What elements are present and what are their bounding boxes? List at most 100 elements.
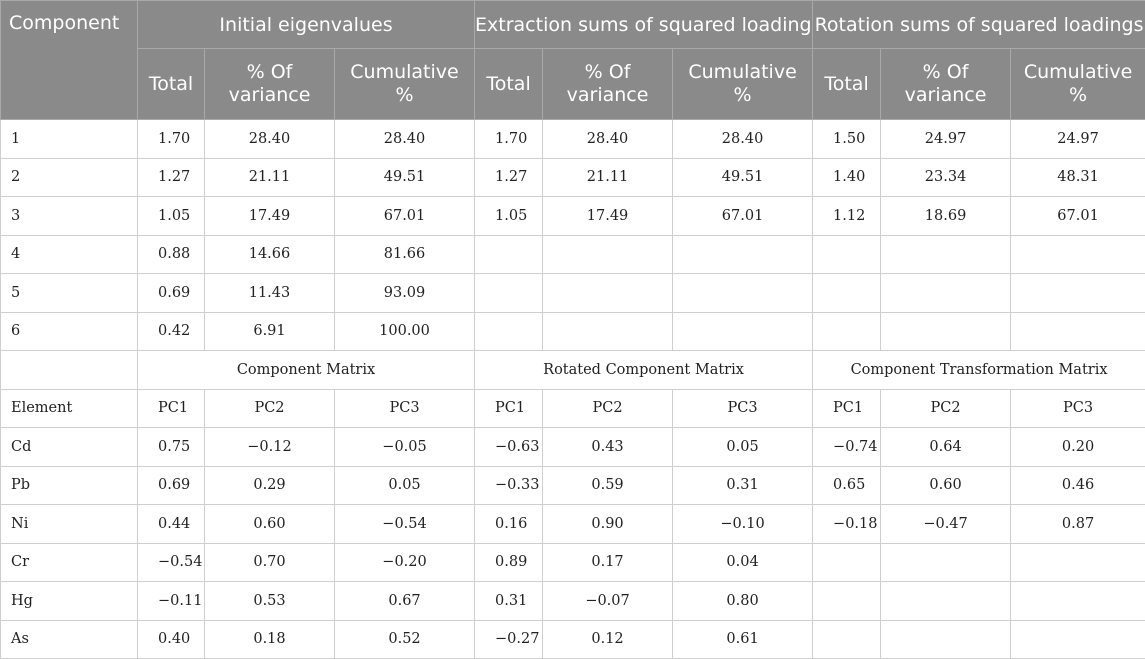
component-number: 5	[1, 274, 138, 313]
component-matrix-title: Component Matrix	[138, 351, 475, 390]
table-cell: −0.11	[138, 582, 205, 621]
table-cell: 1.70	[475, 120, 543, 159]
table-cell: 1.05	[475, 197, 543, 236]
table-cell	[1011, 312, 1145, 351]
table-cell: 0.52	[335, 620, 475, 659]
table-cell: 21.11	[543, 158, 673, 197]
table-cell: 67.01	[1011, 197, 1145, 236]
table-cell: 0.46	[1011, 466, 1145, 505]
table-cell: 0.43	[543, 428, 673, 467]
table-cell: 0.90	[543, 505, 673, 544]
table-cell	[673, 274, 813, 313]
element-name: Pb	[1, 466, 138, 505]
table-cell: 0.53	[205, 582, 335, 621]
table-cell: 0.67	[335, 582, 475, 621]
table-cell: 24.97	[1011, 120, 1145, 159]
element-name: Ni	[1, 505, 138, 544]
table-cell	[543, 274, 673, 313]
initial-eigenvalues-header: Initial eigenvalues	[138, 1, 475, 49]
table-cell: 0.88	[138, 235, 205, 274]
total-header: Total	[138, 49, 205, 120]
table-cell: −0.54	[335, 505, 475, 544]
table-cell: 24.97	[881, 120, 1011, 159]
table-cell: 28.40	[543, 120, 673, 159]
component-header: Component	[1, 1, 138, 120]
table-cell: 0.40	[138, 620, 205, 659]
total-header: Total	[813, 49, 881, 120]
table-cell: 0.31	[475, 582, 543, 621]
cumulative-percent-header: Cumulative %	[673, 49, 813, 120]
table-cell: 100.00	[335, 312, 475, 351]
table-cell: 0.69	[138, 274, 205, 313]
table-cell	[813, 620, 881, 659]
table-cell: 1.12	[813, 197, 881, 236]
table-cell: 0.65	[813, 466, 881, 505]
table-cell: 81.66	[335, 235, 475, 274]
table-cell: 1.40	[813, 158, 881, 197]
table-cell: 0.05	[673, 428, 813, 467]
table-cell: −0.20	[335, 543, 475, 582]
rotated-component-matrix-title: Rotated Component Matrix	[475, 351, 813, 390]
table-cell: 0.05	[335, 466, 475, 505]
pc-header: PC1	[475, 389, 543, 428]
table-cell: −0.54	[138, 543, 205, 582]
table-cell	[881, 620, 1011, 659]
table-cell	[475, 274, 543, 313]
pc-header: PC3	[673, 389, 813, 428]
percent-variance-header: % Of variance	[881, 49, 1011, 120]
pc-header: PC1	[138, 389, 205, 428]
table-cell	[543, 235, 673, 274]
pc-header: PC2	[543, 389, 673, 428]
table-cell	[881, 235, 1011, 274]
table-cell	[1, 351, 138, 390]
table-cell: 49.51	[673, 158, 813, 197]
component-number: 4	[1, 235, 138, 274]
table-cell	[1011, 582, 1145, 621]
table-cell: 21.11	[205, 158, 335, 197]
table-cell	[881, 582, 1011, 621]
table-cell: 0.61	[673, 620, 813, 659]
table-cell: 93.09	[335, 274, 475, 313]
table-cell: 28.40	[673, 120, 813, 159]
table-cell	[881, 543, 1011, 582]
table-cell: 0.60	[205, 505, 335, 544]
table-cell	[881, 312, 1011, 351]
table-cell: 18.69	[881, 197, 1011, 236]
table-cell: 0.44	[138, 505, 205, 544]
table-cell: 6.91	[205, 312, 335, 351]
table-cell: 49.51	[335, 158, 475, 197]
table-cell: 0.60	[881, 466, 1011, 505]
component-number: 2	[1, 158, 138, 197]
table-cell	[475, 312, 543, 351]
table-cell	[1011, 235, 1145, 274]
component-number: 6	[1, 312, 138, 351]
table-cell: 11.43	[205, 274, 335, 313]
table-header: Component Initial eigenvalues Extraction…	[1, 1, 1145, 120]
table-cell: 0.20	[1011, 428, 1145, 467]
table-cell: −0.63	[475, 428, 543, 467]
table-cell: −0.05	[335, 428, 475, 467]
table-cell	[813, 582, 881, 621]
table-cell: −0.74	[813, 428, 881, 467]
table-cell: −0.07	[543, 582, 673, 621]
component-number: 1	[1, 120, 138, 159]
table-cell: 67.01	[673, 197, 813, 236]
table-cell: 0.75	[138, 428, 205, 467]
table-cell: 0.29	[205, 466, 335, 505]
table-cell: 0.59	[543, 466, 673, 505]
table-cell: 17.49	[205, 197, 335, 236]
table-cell	[1011, 274, 1145, 313]
table-cell: 1.70	[138, 120, 205, 159]
total-header: Total	[475, 49, 543, 120]
